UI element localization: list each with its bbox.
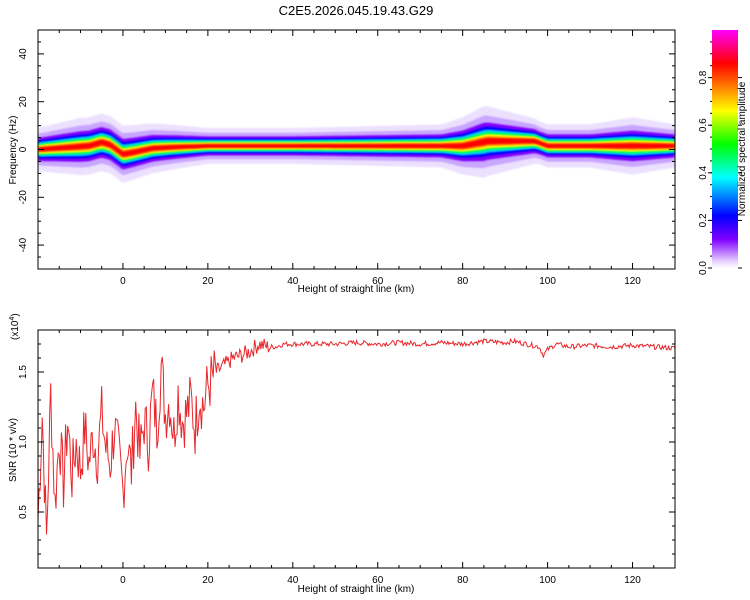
colorbar-tick-label: 0.2 <box>698 213 709 227</box>
spectral-ridge <box>38 106 675 183</box>
spectrogram-y-axis-label: Frequency (Hz) <box>8 116 19 185</box>
y-tick-label: 0.5 <box>18 505 29 519</box>
snr-y-ticks: 0.5 1.0 1.5 <box>18 343 675 555</box>
snr-y-axis-label: SNR (10 * v/v) <box>8 418 19 482</box>
x-tick-label: 0 <box>120 575 126 586</box>
snr-series-line <box>38 337 675 535</box>
spectrogram-x-axis-label: Height of straight line (km) <box>298 284 415 295</box>
y-tick-label: 40 <box>18 48 29 60</box>
colorbar-tick-label: 0.0 <box>698 261 709 275</box>
x-tick-label: 100 <box>539 575 556 586</box>
x-tick-label: 0 <box>120 276 126 287</box>
x-tick-label: 80 <box>457 276 469 287</box>
x-tick-label: 120 <box>624 276 641 287</box>
spectrogram-x-ticks: 0 20 40 60 80 100 120 <box>37 30 676 287</box>
x-tick-label: 60 <box>372 276 384 287</box>
y-tick-label: 1.5 <box>18 365 29 379</box>
colorbar-gradient <box>712 30 738 268</box>
y-tick-label: -20 <box>18 190 29 205</box>
snr-panel: 0 20 40 60 80 100 120 0.5 1.0 1.5 Height of stra… <box>8 313 676 595</box>
figure-title: C2E5.2026.045.19.43.G29 <box>279 3 434 18</box>
spectrogram-panel: 0 20 40 60 80 100 120 -40 -20 0 20 40 Height of st… <box>8 29 676 295</box>
x-tick-label: 40 <box>287 276 299 287</box>
x-tick-label: 60 <box>372 575 384 586</box>
snr-x-ticks: 0 20 40 60 80 100 120 <box>37 330 676 586</box>
colorbar-tick-label: 0.6 <box>698 118 709 132</box>
y-tick-label: 20 <box>18 96 29 108</box>
x-tick-label: 80 <box>457 575 469 586</box>
y-tick-label: 0 <box>18 146 29 152</box>
snr-scale-factor: (x104) <box>9 313 21 340</box>
colorbar-label: Normalized spectral amplitude <box>737 81 748 216</box>
spectrogram-y-ticks: -40 -20 0 20 40 <box>18 41 675 258</box>
snr-x-axis-label: Height of straight line (km) <box>298 584 415 595</box>
x-tick-label: 20 <box>202 276 214 287</box>
colorbar: 0.0 0.2 0.4 0.6 0.8 Normalized spectral ampl… <box>698 30 748 275</box>
ridge-band-8 <box>38 138 675 157</box>
x-tick-label: 100 <box>539 276 556 287</box>
y-tick-label: 1.0 <box>18 435 29 449</box>
x-tick-label: 120 <box>624 575 641 586</box>
x-tick-label: 20 <box>202 575 214 586</box>
colorbar-ticks: 0.0 0.2 0.4 0.6 0.8 <box>698 41 742 275</box>
colorbar-tick-label: 0.4 <box>698 165 709 179</box>
x-tick-label: 40 <box>287 575 299 586</box>
colorbar-tick-label: 0.8 <box>698 70 709 84</box>
y-tick-label: -40 <box>18 237 29 252</box>
